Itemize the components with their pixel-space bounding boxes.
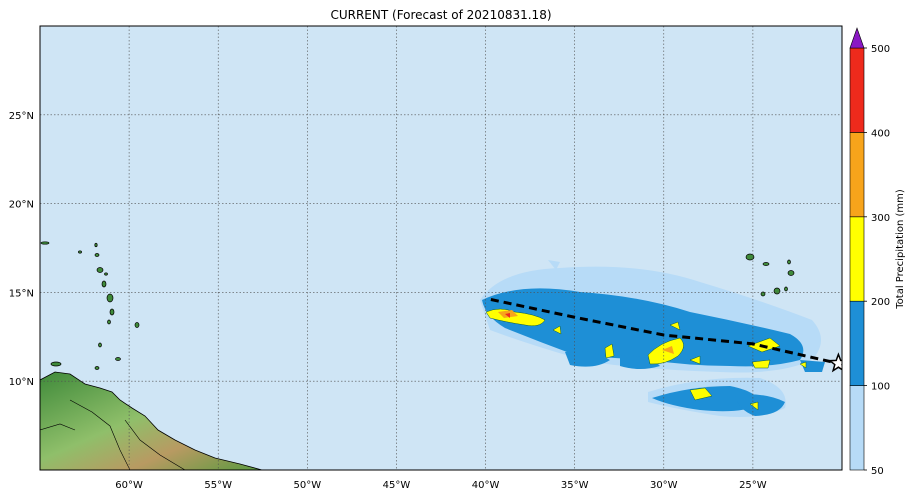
colorbar-tick-label: 50 (871, 466, 884, 477)
lat-tick-label: 25°N (9, 111, 34, 122)
colorbar: 50 100 200 300 400 500 Total Precipitation (mm… (849, 27, 906, 477)
colorbar-extend-arrow (849, 27, 865, 49)
map-gridlines (40, 26, 842, 470)
lon-tick-label: 60°W (115, 480, 143, 491)
colorbar-label: Total Precipitation (mm) (895, 189, 906, 310)
land-border (40, 423, 76, 431)
colorbar-tick-label: 500 (871, 44, 890, 55)
south-america-landmass (40, 371, 263, 470)
lon-tick-label: 30°W (650, 480, 678, 491)
colorbar-tick-label: 100 (871, 382, 890, 393)
land-border (69, 399, 131, 470)
map-frame (39, 25, 843, 471)
colorbar-tick-label: 200 (871, 297, 890, 308)
lon-tick-label: 25°W (739, 480, 767, 491)
lat-tick-label: 15°N (9, 288, 34, 299)
colorbar-tick-label: 400 (871, 128, 890, 139)
colorbar-segment (849, 132, 865, 218)
lat-tick-label: 10°N (9, 377, 34, 388)
lon-tick-label: 40°W (472, 480, 500, 491)
caribbean-islands (40, 241, 140, 370)
colorbar-segment (849, 47, 865, 133)
map-title: CURRENT (Forecast of 20210831.18) (330, 8, 552, 22)
lon-tick-label: 35°W (561, 480, 589, 491)
storm-track (490, 298, 839, 365)
current-position-star-icon (827, 352, 842, 373)
colorbar-tick-label: 300 (871, 213, 890, 224)
colorbar-segment (849, 385, 865, 471)
lat-tick-label: 20°N (9, 200, 34, 211)
precipitation-field (480, 260, 825, 417)
lon-tick-label: 55°W (204, 480, 232, 491)
colorbar-segment (849, 216, 865, 302)
lon-tick-label: 50°W (294, 480, 322, 491)
colorbar-segment (849, 300, 865, 386)
cape-verde-islands (745, 253, 795, 297)
lon-tick-label: 45°W (383, 480, 411, 491)
land-border (124, 419, 186, 470)
